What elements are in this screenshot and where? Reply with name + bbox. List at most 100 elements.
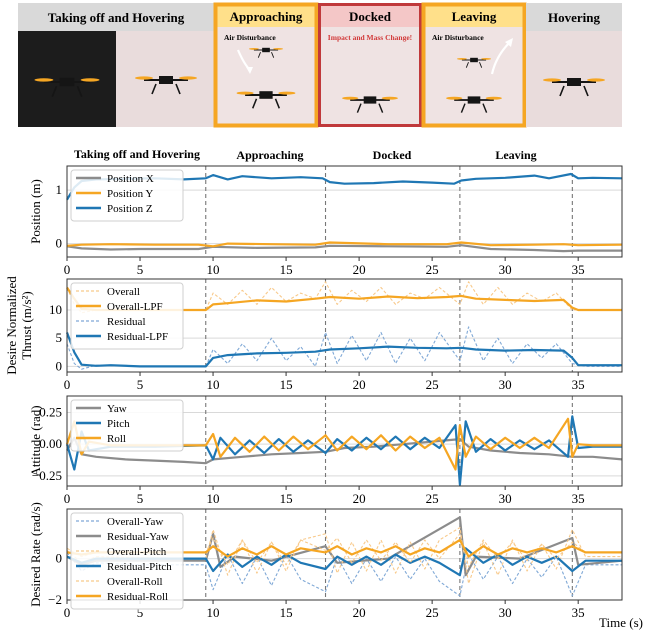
legend-entry: Residual-Yaw	[107, 531, 169, 543]
y-tick-label: 0	[56, 551, 63, 566]
phase-label-takeoff: Taking off and Hovering	[74, 147, 200, 161]
y-axis-label: Desire Normalized	[4, 276, 19, 375]
x-tick-label: 5	[137, 262, 144, 277]
y-tick-label: 0.25	[39, 404, 62, 419]
phase-label-approaching: Approaching	[236, 148, 303, 162]
x-tick-label: 0	[64, 377, 71, 392]
x-tick-label: 25	[426, 491, 439, 506]
x-tick-label: 15	[280, 262, 293, 277]
banner-note-approaching: Air Disturbance	[224, 33, 276, 42]
y-tick-label: 10	[49, 302, 62, 317]
legend-entry: Residual	[107, 316, 146, 328]
series-line-roll	[65, 417, 622, 471]
chart-panel-3: −0.25 0.00 0.25 0 5 10 15 20 25 30 35 Attitude (rad…	[28, 395, 623, 506]
banner-panel-takeoff: Taking off and Hovering	[18, 3, 214, 127]
highlight-frame-docked	[318, 3, 422, 127]
x-tick-label: 35	[572, 491, 585, 506]
banner-panel-docked: Docked Impact and Mass Change!	[318, 3, 422, 127]
x-tick-label: 10	[207, 605, 220, 620]
y-axis-label: Attitude (rad)	[28, 405, 43, 476]
banner-header-docked	[320, 5, 420, 27]
x-tick-label: 35	[572, 377, 585, 392]
series-line-position-y	[66, 241, 623, 248]
legend-entry: Overall-Pitch	[107, 546, 167, 558]
drone-icon	[342, 96, 398, 113]
phase-labels: Taking off and Hovering Approaching Dock…	[74, 147, 537, 162]
x-tick-label: 10	[207, 491, 220, 506]
plot-frame	[66, 165, 623, 258]
series-line-overall-yaw	[66, 552, 622, 597]
plot-frame	[66, 395, 623, 487]
x-tick-label: 35	[572, 605, 585, 620]
legend-box	[70, 282, 184, 350]
drone-glyphs	[34, 47, 605, 113]
legend-entry: Overall-LPF	[107, 301, 163, 313]
drone-icon	[135, 76, 197, 95]
series-line-residual	[66, 326, 622, 370]
x-tick-label: 20	[353, 262, 366, 277]
legend-entry: Pitch	[107, 418, 130, 430]
air-arrow-icon	[490, 41, 511, 75]
banner-panel-header	[18, 3, 214, 31]
banner-title-docked: Docked	[349, 9, 392, 24]
banner-header-leaving	[424, 5, 524, 27]
x-axis-label: Time (s)	[599, 615, 643, 630]
legend: Position X Position Y Position Z	[70, 169, 184, 222]
legend-entry: Roll	[107, 433, 126, 445]
legend: Overall Overall-LPF Residual Residual-LPF	[70, 282, 184, 350]
series-line-residual-lpf	[65, 332, 622, 368]
y-tick-label: 0	[56, 236, 63, 251]
banner-note-leaving: Air Disturbance	[432, 33, 484, 42]
x-tick-label: 35	[572, 262, 585, 277]
phase-label-leaving: Leaving	[495, 148, 536, 162]
x-tick-label: 0	[64, 491, 71, 506]
banner-title-takeoff: Taking off and Hovering	[48, 10, 185, 25]
banner-note-docked: Impact and Mass Change!	[328, 33, 412, 42]
legend-entry: Position Y	[107, 188, 153, 200]
highlight-frame-approaching	[213, 2, 319, 128]
x-tick-label: 20	[353, 377, 366, 392]
drone-icon	[34, 77, 100, 98]
y-tick-label: −2	[48, 592, 62, 607]
banner-panel-hovering: Hovering	[526, 3, 622, 127]
drone-icon	[236, 91, 296, 109]
banner-header-approaching	[216, 5, 316, 27]
banner-panel-leaving: Leaving Air Disturbance	[421, 2, 527, 128]
x-tick-label: 5	[137, 491, 144, 506]
x-tick-label: 0	[64, 262, 71, 277]
arrow-head-icon	[246, 67, 253, 74]
x-tick-label: 30	[499, 605, 512, 620]
legend-entry: Overall-Roll	[107, 576, 163, 588]
y-tick-label: 5	[56, 330, 63, 345]
legend-entry: Position Z	[107, 203, 153, 215]
banner-title-hovering: Hovering	[548, 10, 600, 25]
series-line-overall-pitch	[66, 527, 622, 585]
x-tick-label: 25	[426, 377, 439, 392]
highlight-frame-leaving	[421, 2, 527, 128]
y-tick-label: 0.00	[39, 436, 62, 451]
legend: Yaw Pitch Roll	[70, 399, 184, 452]
x-tick-label: 15	[280, 491, 293, 506]
drone-icon	[446, 96, 502, 113]
y-tick-label: 1	[56, 182, 63, 197]
banner-panel-header	[526, 3, 622, 31]
banner-title-approaching: Approaching	[230, 9, 303, 24]
x-tick-label: 30	[499, 377, 512, 392]
series-line-position-x	[66, 244, 622, 253]
x-tick-label: 5	[137, 605, 144, 620]
y-axis-label: Desired Rate (rad/s)	[28, 502, 43, 607]
legend-entry: Residual-LPF	[107, 331, 168, 343]
x-tick-label: 5	[137, 377, 144, 392]
phase-label-docked: Docked	[373, 148, 412, 162]
x-tick-label: 25	[426, 262, 439, 277]
y-axis-label: Thrust (m/s²)	[19, 291, 34, 360]
y-tick-label: 0	[56, 358, 63, 373]
legend-entry: Overall-Yaw	[107, 516, 163, 528]
y-axis-label: Position (m)	[28, 179, 43, 244]
legend-entry: Position X	[107, 173, 154, 185]
x-tick-label: 20	[353, 605, 366, 620]
x-tick-label: 20	[353, 491, 366, 506]
x-tick-label: 0	[64, 605, 71, 620]
x-tick-label: 25	[426, 605, 439, 620]
